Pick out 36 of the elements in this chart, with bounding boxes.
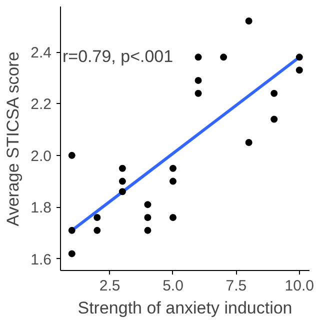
point (144, 201, 152, 208)
y-tick-label: 2.4 (30, 44, 52, 62)
point (144, 214, 152, 221)
x-tick-label: 7.5 (226, 278, 247, 294)
point (270, 116, 278, 123)
point (118, 178, 126, 185)
y-tick-label: 1.8 (30, 200, 52, 217)
point (118, 164, 126, 172)
point (94, 214, 101, 221)
x-tick-label: 5.0 (162, 278, 184, 294)
y-tick-label: 1.6 (30, 251, 52, 268)
point (270, 90, 278, 97)
point (245, 17, 252, 24)
annotation: r=0.79, p<.001 (62, 47, 174, 66)
point (144, 226, 152, 234)
point (68, 250, 76, 258)
point (68, 152, 76, 159)
x-axis-title: Strength of anxiety induction (78, 298, 292, 318)
point (194, 90, 202, 97)
point (296, 66, 303, 74)
point (245, 139, 252, 146)
point (194, 54, 202, 61)
x-tick-label: 10.0 (284, 278, 314, 294)
y-tick-label: 2.2 (30, 96, 52, 114)
x-tick-label: 2.5 (99, 278, 120, 294)
point (169, 164, 176, 172)
point (68, 226, 76, 234)
point (220, 54, 228, 61)
point (118, 188, 126, 196)
y-tick-label: 2.0 (30, 148, 52, 165)
y-axis-title: Average STICSA score (4, 52, 23, 226)
point (169, 214, 176, 221)
point (194, 76, 202, 84)
point (94, 226, 101, 234)
point (296, 54, 303, 61)
point (169, 178, 176, 185)
